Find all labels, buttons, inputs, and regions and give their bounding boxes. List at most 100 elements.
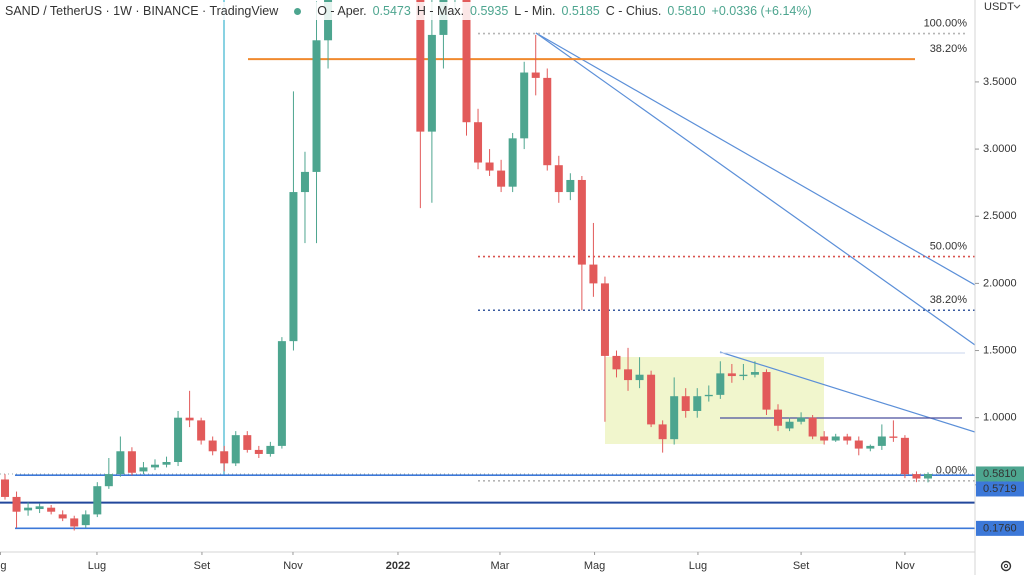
x-tick-label: Set bbox=[793, 560, 810, 572]
candle-body bbox=[462, 0, 471, 123]
trend-line bbox=[535, 32, 975, 346]
candle-body bbox=[58, 514, 67, 519]
candle-body bbox=[750, 372, 759, 375]
x-tick-label: 2022 bbox=[386, 560, 410, 572]
y-tick-label: 1.0000 bbox=[983, 412, 1017, 424]
candle-body bbox=[266, 445, 275, 454]
x-tick-label: Lug bbox=[689, 560, 707, 572]
candle-body bbox=[254, 449, 263, 454]
candle-body bbox=[739, 374, 748, 377]
candle-body bbox=[116, 451, 125, 475]
candle-body bbox=[520, 72, 529, 139]
candle-body bbox=[93, 486, 102, 515]
candle-body bbox=[797, 417, 806, 422]
candle-body bbox=[81, 514, 90, 526]
candle-body bbox=[416, 0, 425, 132]
candle-body bbox=[658, 424, 667, 440]
low-label: L - Min. bbox=[514, 4, 556, 18]
y-tick-label: 1.5000 bbox=[983, 344, 1017, 356]
candle-body bbox=[243, 435, 252, 450]
price-tag bbox=[976, 520, 1024, 536]
price-tag bbox=[976, 481, 1024, 497]
x-tick-label: Mar bbox=[490, 560, 509, 572]
x-tick-label: Lug bbox=[88, 560, 106, 572]
status-dot bbox=[294, 7, 302, 15]
candle-body bbox=[150, 464, 159, 468]
trend-line bbox=[535, 32, 975, 286]
candle-body bbox=[300, 171, 309, 193]
candle-body bbox=[24, 507, 33, 511]
candle-body bbox=[47, 507, 56, 512]
candle-body bbox=[808, 417, 817, 437]
y-tick-label: 3.0000 bbox=[983, 143, 1017, 155]
candle-body bbox=[220, 451, 229, 464]
candle-body bbox=[681, 396, 690, 411]
open-label: O - Aper. bbox=[317, 4, 367, 18]
y-tick-label: 3.5000 bbox=[983, 76, 1017, 88]
price-tag-label: 0.1760 bbox=[983, 522, 1017, 534]
y-tick-label: 2.5000 bbox=[983, 210, 1017, 222]
candle-body bbox=[600, 283, 609, 356]
candle-body bbox=[185, 417, 194, 421]
candle-body bbox=[647, 374, 656, 425]
range-box bbox=[605, 357, 824, 444]
legend-header: SAND / TetherUS · 1W · BINANCE · Trading… bbox=[5, 2, 812, 20]
candle-body bbox=[485, 162, 494, 171]
candle-body bbox=[139, 467, 148, 472]
candle-body bbox=[566, 179, 575, 193]
candle-body bbox=[716, 373, 725, 395]
candle-body bbox=[704, 394, 713, 397]
change-value: +0.0336 (+6.14%) bbox=[711, 4, 812, 18]
unit-dropdown[interactable] bbox=[1013, 4, 1021, 9]
price-tag bbox=[976, 466, 1024, 482]
unit-label: USDT bbox=[984, 1, 1014, 13]
candle-body bbox=[427, 34, 436, 132]
candle-body bbox=[727, 373, 736, 377]
candle-body bbox=[554, 165, 563, 193]
candle-body bbox=[277, 341, 286, 446]
candle-body bbox=[70, 518, 79, 527]
symbol-title: SAND / TetherUS · 1W · BINANCE · Trading… bbox=[5, 4, 279, 18]
candle-body bbox=[866, 445, 875, 449]
candle-body bbox=[35, 506, 44, 510]
high-value: 0.5935 bbox=[470, 4, 509, 18]
candle-body bbox=[531, 72, 540, 78]
candle-body bbox=[854, 440, 863, 449]
candle-body bbox=[785, 421, 794, 429]
high-label: H - Max. bbox=[416, 4, 465, 18]
x-tick-label: Mag bbox=[584, 560, 605, 572]
candle-body bbox=[508, 138, 517, 187]
plot-area: 100.00% 38.20% 50.00% 38.20% 0.00% bbox=[0, 0, 975, 531]
x-tick-label: Nov bbox=[895, 560, 915, 572]
y-tick-label: 2.0000 bbox=[983, 277, 1017, 289]
fib-label: 100.00% bbox=[924, 17, 968, 29]
candle-body bbox=[208, 440, 217, 452]
fib-label: 38.20% bbox=[930, 294, 968, 306]
candle-body bbox=[924, 473, 932, 479]
candle-body bbox=[912, 474, 921, 479]
trend-line bbox=[719, 351, 975, 433]
candle-body bbox=[635, 374, 644, 381]
candle-body bbox=[127, 451, 136, 473]
candle-body bbox=[612, 355, 621, 370]
close-value: 0.5810 bbox=[667, 4, 706, 18]
candle-body bbox=[1, 479, 9, 497]
candle-body bbox=[497, 170, 506, 187]
price-tag-label: 0.5810 bbox=[983, 468, 1017, 480]
candle-body bbox=[12, 496, 21, 512]
fib-label: 38.20% bbox=[930, 43, 968, 55]
low-value: 0.5185 bbox=[561, 4, 600, 18]
candle-body bbox=[762, 372, 771, 410]
candle-body bbox=[474, 122, 483, 163]
candle-body bbox=[289, 192, 298, 342]
close-label: C - Chius. bbox=[605, 4, 662, 18]
candle-body bbox=[670, 396, 679, 440]
x-tick-label: Set bbox=[194, 560, 211, 572]
price-tag-label: 0.5719 bbox=[983, 483, 1017, 495]
x-tick-label: g bbox=[0, 560, 6, 572]
candle-body bbox=[324, 0, 333, 41]
settings-icon[interactable] bbox=[1000, 560, 1012, 572]
candle-body bbox=[820, 436, 829, 441]
fib-label: 0.00% bbox=[936, 465, 967, 477]
